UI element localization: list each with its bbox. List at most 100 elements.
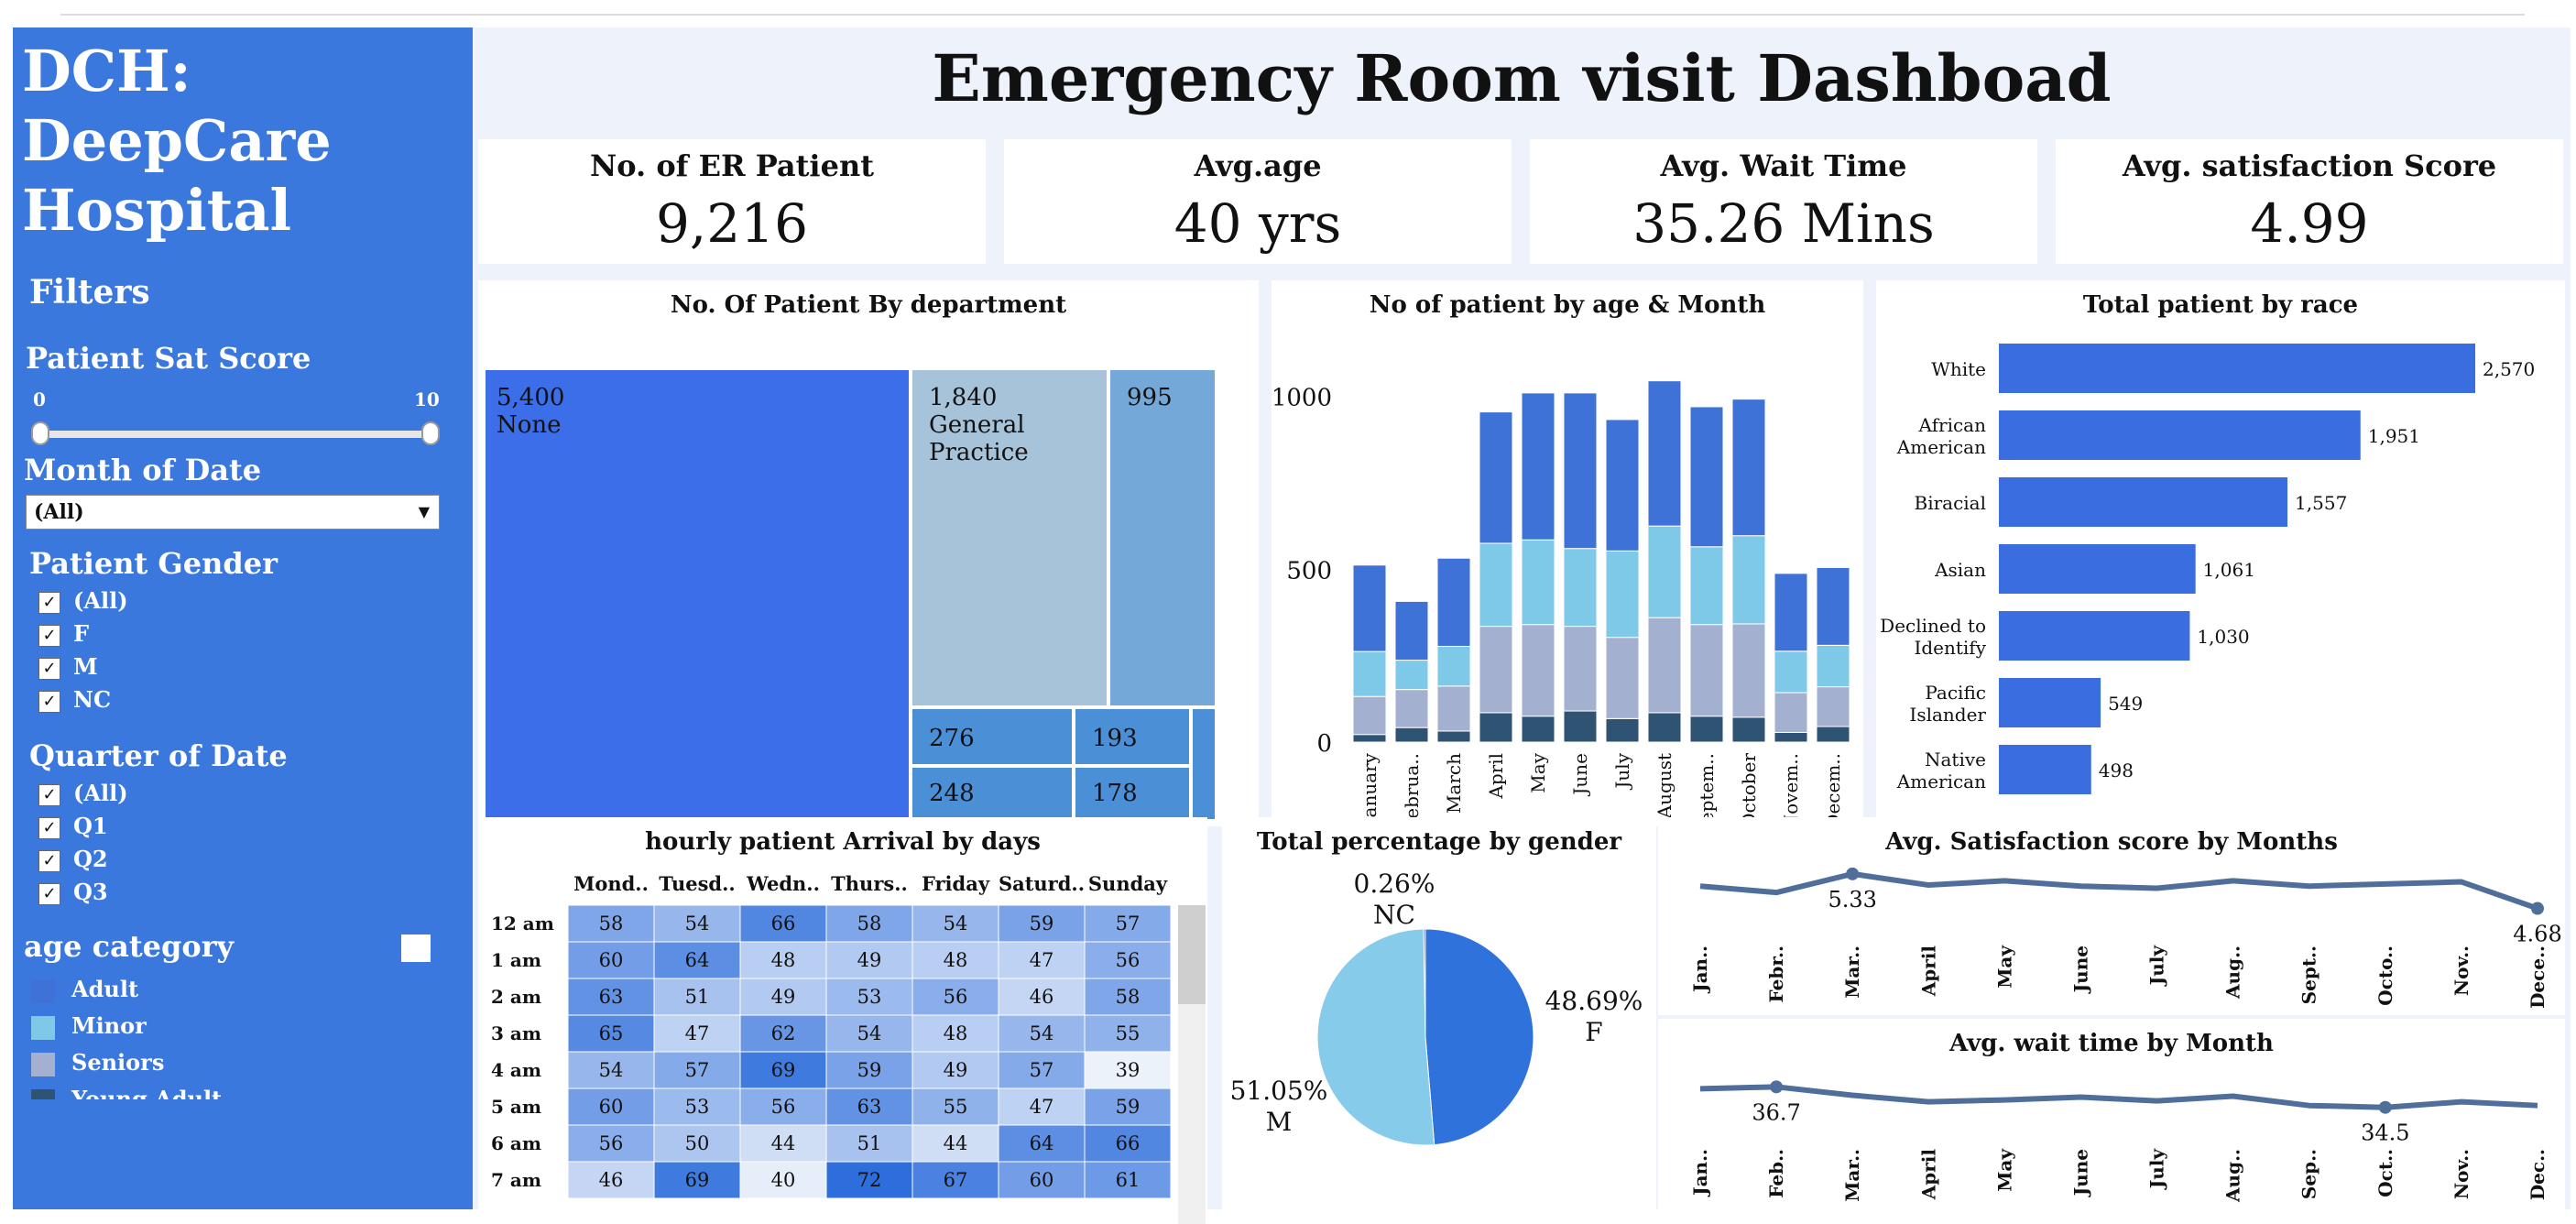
legend-clip: Young Adult	[13, 1085, 473, 1099]
x-tick-label: June	[1569, 753, 1591, 797]
age-category-label: age category	[24, 929, 235, 964]
stacked-bar-segment	[1436, 730, 1471, 743]
x-tick-label: June	[2069, 945, 2091, 994]
quarter-option-all[interactable]: ✓ (All)	[38, 779, 128, 808]
check-icon: ✓	[38, 783, 60, 806]
heatmap-cell	[1084, 978, 1172, 1016]
heatmap-cell-value: 54	[1030, 1022, 1054, 1044]
heatmap-cell-value: 69	[771, 1059, 796, 1081]
legend-toggle-button[interactable]	[401, 934, 431, 962]
stacked-bar-segment	[1774, 731, 1808, 743]
race-bar	[1999, 544, 2196, 594]
heatmap-cell	[825, 1014, 913, 1053]
treemap-cell	[486, 370, 909, 819]
stacked-bar-segment	[1647, 617, 1682, 714]
heatmap-cell	[739, 1161, 827, 1199]
sat-score-max: 10	[414, 388, 440, 410]
heatmap-column-header: Saturd..	[999, 872, 1085, 895]
quarter-option-q2[interactable]: ✓ Q2	[38, 845, 108, 874]
stacked-bar-segment	[1731, 535, 1766, 625]
heatmap-column-header: Wedn..	[746, 872, 820, 895]
heatmap-cell	[998, 904, 1086, 943]
gender-option-f[interactable]: ✓ F	[38, 619, 89, 649]
quarter-option-q3[interactable]: ✓ Q3	[38, 878, 108, 907]
heatmap-cell	[739, 1124, 827, 1163]
x-tick-label: Dece..	[2527, 945, 2549, 1009]
brand-line-2: DeepCare	[22, 107, 332, 174]
check-icon: ✓	[38, 816, 60, 839]
kpi-avg-wait-time: Avg. Wait Time 35.26 Mins	[1530, 139, 2037, 264]
heatmap-row-label: 12 am	[491, 913, 554, 934]
minor-swatch	[31, 1015, 55, 1040]
heatmap-cell	[825, 904, 913, 943]
quarter-option-q1[interactable]: ✓ Q1	[38, 812, 108, 841]
month-select[interactable]: (All) ▼	[26, 495, 440, 530]
pie-percent-label: 48.69%	[1545, 986, 1643, 1016]
race-chart-card: Total patient by race 2,570 White 1,951 Afr…	[1876, 280, 2565, 826]
kpi-avg-satisfaction: Avg. satisfaction Score 4.99	[2056, 139, 2563, 264]
chart-title: Avg. Satisfaction score by Months	[1885, 828, 2338, 856]
stacked-bar-segment	[1647, 525, 1682, 618]
heatmap-cell-value: 56	[944, 986, 968, 1008]
y-tick-label: 0	[1316, 730, 1332, 758]
heatmap-cell-value: 61	[1116, 1169, 1141, 1191]
x-tick-label: March	[1443, 753, 1465, 814]
heatmap-cell-value: 53	[685, 1096, 710, 1118]
x-tick-label: April	[1917, 1149, 1939, 1201]
stacked-bar-segment	[1352, 564, 1387, 652]
stacked-bar-segment	[1605, 419, 1640, 552]
gender-pie-chart: 48.69%F 51.05%M 0.26%NC	[1230, 869, 1643, 1146]
x-tick-label: October	[1738, 753, 1760, 826]
stacked-bar-segment	[1479, 411, 1513, 544]
treemap-cell	[912, 768, 1072, 819]
treemap-cell	[1075, 709, 1189, 764]
heatmap-cell-value: 48	[771, 949, 796, 971]
heatmap-row-label: 6 am	[491, 1132, 541, 1154]
race-category-label: Pacific	[1925, 682, 1986, 704]
legend-item-minor[interactable]: Minor	[31, 1011, 147, 1041]
sat-score-max-handle[interactable]	[421, 421, 440, 445]
gender-option-m[interactable]: ✓ M	[38, 652, 98, 682]
heatmap-cell	[998, 1161, 1086, 1199]
race-bar	[1999, 745, 2091, 794]
race-value-label: 1,557	[2295, 492, 2347, 514]
gender-option-all[interactable]: ✓ (All)	[38, 586, 128, 616]
race-value-label: 2,570	[2483, 358, 2535, 380]
stacked-bar-segment	[1774, 650, 1808, 694]
x-tick-label: April	[1485, 753, 1507, 800]
heatmap-cell-value: 58	[1116, 986, 1141, 1008]
heatmap-cell-value: 72	[857, 1169, 882, 1191]
legend-item-adult[interactable]: Adult	[31, 975, 138, 1004]
heatmap-cell-value: 57	[1116, 913, 1141, 934]
stacked-bar-segment	[1394, 660, 1429, 691]
treemap-value-label: 178	[1092, 780, 1138, 807]
sat-score-min-handle[interactable]	[31, 421, 49, 445]
race-bar	[1999, 477, 2288, 527]
legend-item-seniors[interactable]: Seniors	[31, 1048, 164, 1077]
satisfaction-line-card: Avg. Satisfaction score by Months 5.33 4.…	[1658, 817, 2565, 1015]
stacked-bar-segment	[1816, 644, 1850, 688]
heatmap-cell-value: 64	[685, 949, 710, 971]
gender-option-nc[interactable]: ✓ NC	[38, 685, 111, 715]
stacked-bar-segment	[1816, 566, 1850, 646]
line-marker	[2531, 902, 2544, 915]
pie-name-label: NC	[1373, 900, 1415, 930]
chart-title: Avg. wait time by Month	[1949, 1030, 2274, 1057]
heatmap-cell-value: 44	[944, 1132, 968, 1154]
legend-item-young-adult[interactable]: Young Adult	[31, 1085, 222, 1099]
heatmap-cell-value: 56	[1116, 949, 1141, 971]
young-adult-swatch	[31, 1088, 55, 1099]
heatmap-cell-value: 66	[1116, 1132, 1141, 1154]
heatmap-cell	[1084, 1014, 1172, 1053]
pie-name-label: M	[1266, 1107, 1293, 1137]
heatmap-cell	[998, 1087, 1086, 1126]
heatmap-row-label: 4 am	[491, 1059, 541, 1081]
race-category-label: Biracial	[1915, 492, 1987, 514]
x-tick-label: Sept..	[2298, 945, 2320, 1004]
heatmap-cell-value: 64	[1030, 1132, 1054, 1154]
sat-score-slider[interactable]	[37, 431, 434, 438]
stacked-bar-segment	[1521, 716, 1555, 743]
x-tick-label: Mar..	[1841, 1149, 1863, 1202]
pie-percent-label: 0.26%	[1354, 869, 1435, 899]
x-tick-label: July	[2146, 1148, 2168, 1191]
